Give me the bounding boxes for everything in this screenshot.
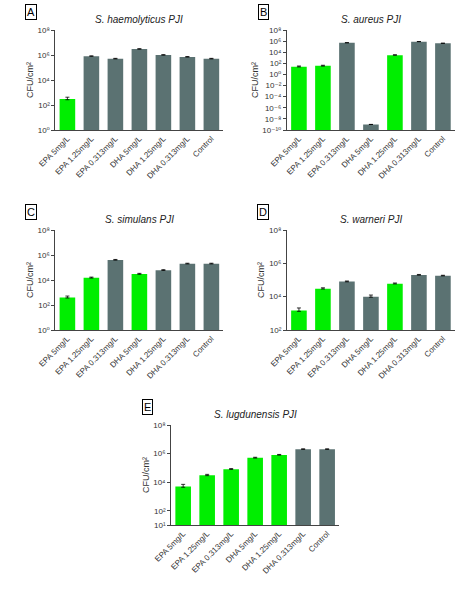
svg-text:10⁸: 10⁸ xyxy=(38,26,50,35)
svg-text:DHA 0.313mg/L: DHA 0.313mg/L xyxy=(377,134,424,181)
svg-text:D: D xyxy=(259,206,267,218)
svg-text:S. haemolyticus PJI: S. haemolyticus PJI xyxy=(95,14,183,25)
svg-text:DHA 1.25mg/L: DHA 1.25mg/L xyxy=(356,134,400,178)
svg-text:Control: Control xyxy=(423,334,448,359)
svg-text:DHA 5mg/L: DHA 5mg/L xyxy=(108,334,144,370)
svg-text:DHA 0.313mg/L: DHA 0.313mg/L xyxy=(377,334,424,381)
svg-text:10⁴: 10⁴ xyxy=(153,478,166,487)
svg-text:10⁴: 10⁴ xyxy=(37,76,50,85)
svg-text:DHA 5mg/L: DHA 5mg/L xyxy=(340,334,376,370)
svg-text:10⁻¹⁰: 10⁻¹⁰ xyxy=(262,126,281,135)
svg-text:EPA 0.313mg/L: EPA 0.313mg/L xyxy=(306,334,352,380)
svg-text:EPA 5mg/L: EPA 5mg/L xyxy=(269,134,304,169)
svg-text:S. simulans PJI: S. simulans PJI xyxy=(105,214,174,225)
svg-text:EPA 1.25mg/L: EPA 1.25mg/L xyxy=(285,334,327,376)
svg-text:10⁸: 10⁸ xyxy=(38,226,50,235)
svg-text:10⁴: 10⁴ xyxy=(269,292,282,301)
svg-text:10⁶: 10⁶ xyxy=(153,449,165,458)
svg-text:EPA 0.313mg/L: EPA 0.313mg/L xyxy=(306,134,352,180)
svg-text:EPA 5mg/L: EPA 5mg/L xyxy=(153,529,188,564)
svg-text:EPA 0.313mg/L: EPA 0.313mg/L xyxy=(74,134,120,180)
svg-text:EPA 5mg/L: EPA 5mg/L xyxy=(37,134,72,169)
svg-text:EPA 5mg/L: EPA 5mg/L xyxy=(269,334,304,369)
svg-text:10⁸: 10⁸ xyxy=(269,26,281,35)
svg-text:S. aureus PJI: S. aureus PJI xyxy=(341,14,401,25)
svg-text:DHA 0.313mg/L: DHA 0.313mg/L xyxy=(261,529,308,576)
svg-text:E: E xyxy=(144,401,151,413)
svg-text:Control: Control xyxy=(307,529,332,554)
svg-text:10²: 10² xyxy=(38,101,50,110)
svg-text:Control: Control xyxy=(191,134,216,159)
svg-text:EPA 0.313mg/L: EPA 0.313mg/L xyxy=(74,334,120,380)
svg-text:DHA 0.313mg/L: DHA 0.313mg/L xyxy=(145,334,192,381)
svg-text:EPA 1.25mg/L: EPA 1.25mg/L xyxy=(54,134,96,176)
svg-text:EPA 1.25mg/L: EPA 1.25mg/L xyxy=(54,334,96,376)
svg-text:DHA 5mg/L: DHA 5mg/L xyxy=(224,529,260,565)
svg-text:Control: Control xyxy=(423,134,448,159)
svg-text:10⁻²: 10⁻² xyxy=(266,81,282,90)
svg-text:CFU/cm²: CFU/cm² xyxy=(256,262,266,298)
svg-text:10⁴: 10⁴ xyxy=(37,276,50,285)
svg-text:10²: 10² xyxy=(270,59,282,68)
svg-text:10²: 10² xyxy=(154,507,166,516)
svg-text:10⁻⁸: 10⁻⁸ xyxy=(265,115,282,124)
svg-text:DHA 1.25mg/L: DHA 1.25mg/L xyxy=(124,134,168,178)
svg-text:10⁰: 10⁰ xyxy=(38,326,50,335)
svg-text:10⁰: 10⁰ xyxy=(269,70,281,79)
svg-text:10⁶: 10⁶ xyxy=(38,51,50,60)
svg-text:CFU/cm²: CFU/cm² xyxy=(141,457,151,493)
svg-text:A: A xyxy=(27,6,35,18)
svg-text:10¹: 10¹ xyxy=(154,521,166,530)
svg-text:CFU/cm²: CFU/cm² xyxy=(25,62,35,98)
svg-text:10⁸: 10⁸ xyxy=(269,226,281,235)
svg-text:DHA 1.25mg/L: DHA 1.25mg/L xyxy=(356,334,400,378)
svg-text:EPA 0.313mg/L: EPA 0.313mg/L xyxy=(190,529,236,575)
svg-text:CFU/cm²: CFU/cm² xyxy=(25,262,35,298)
svg-text:B: B xyxy=(260,6,267,18)
svg-text:C: C xyxy=(27,206,35,218)
svg-text:10⁴: 10⁴ xyxy=(269,48,282,57)
svg-text:10⁶: 10⁶ xyxy=(269,37,281,46)
svg-text:10⁻⁴: 10⁻⁴ xyxy=(265,92,282,101)
svg-text:DHA 1.25mg/L: DHA 1.25mg/L xyxy=(240,529,284,573)
svg-text:10⁶: 10⁶ xyxy=(269,259,281,268)
svg-text:CFU/cm²: CFU/cm² xyxy=(250,62,260,98)
svg-text:10⁶: 10⁶ xyxy=(38,251,50,260)
svg-text:DHA 5mg/L: DHA 5mg/L xyxy=(340,134,376,170)
svg-text:S. lugdunensis PJI: S. lugdunensis PJI xyxy=(214,409,297,420)
svg-text:10²: 10² xyxy=(270,326,282,335)
svg-text:10⁻⁶: 10⁻⁶ xyxy=(265,104,281,113)
svg-text:DHA 1.25mg/L: DHA 1.25mg/L xyxy=(124,334,168,378)
svg-text:10⁸: 10⁸ xyxy=(153,421,165,430)
svg-text:EPA 5mg/L: EPA 5mg/L xyxy=(37,334,72,369)
svg-text:Control: Control xyxy=(191,334,216,359)
svg-text:S. warneri PJI: S. warneri PJI xyxy=(340,214,402,225)
svg-text:EPA 1.25mg/L: EPA 1.25mg/L xyxy=(285,134,327,176)
svg-text:DHA 5mg/L: DHA 5mg/L xyxy=(108,134,144,170)
svg-text:10⁰: 10⁰ xyxy=(38,126,50,135)
svg-text:10²: 10² xyxy=(38,301,50,310)
svg-text:EPA 1.25mg/L: EPA 1.25mg/L xyxy=(169,529,211,571)
svg-text:DHA 0.313mg/L: DHA 0.313mg/L xyxy=(145,134,192,181)
